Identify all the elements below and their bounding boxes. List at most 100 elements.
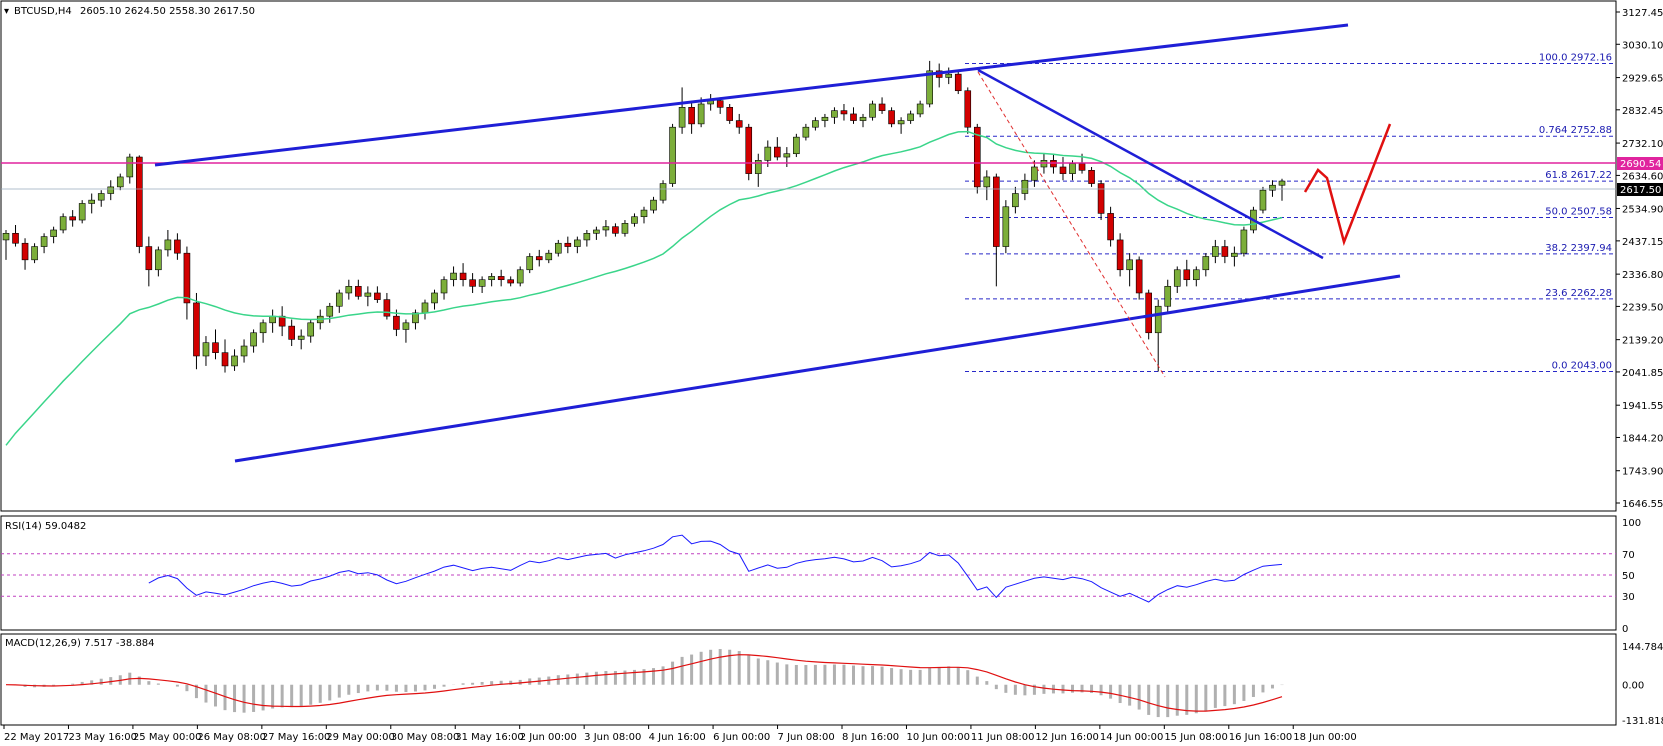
macd-axis-label: 0.00 [1622,681,1644,692]
candle-body [440,279,448,294]
price-axis-label: 2041.85 [1622,368,1663,379]
candle-body [1021,179,1029,194]
resistance-price-label: 2690.54 [1620,159,1661,170]
candle-body [107,186,115,194]
candle-body [1145,292,1152,334]
candle-body [802,126,810,138]
price-axis-label: 2437.15 [1622,237,1663,248]
candle-body [393,315,400,330]
channel-lower-trendline[interactable] [234,274,1401,463]
candle-body [355,286,362,297]
price-axis-label: 1646.55 [1622,499,1663,510]
time-axis-label: 22 May 2017 [4,732,69,743]
price-axis-label: 2832.45 [1622,106,1663,117]
candle-body [545,252,553,261]
candle-body [697,103,705,125]
candle-body [1259,189,1267,211]
candle-body [412,312,419,324]
candle-body [631,216,638,224]
price-axis-label: 2139.20 [1622,336,1663,347]
candle-body [78,203,86,221]
candle-body [907,113,914,121]
candle-body [1164,286,1172,307]
candle-body [1069,163,1076,174]
candle-body [240,345,248,357]
candle-body [31,246,38,261]
rsi-axis-label: 30 [1622,592,1635,603]
channel-upper-trendline[interactable] [154,23,1349,167]
time-axis-label: 27 May 16:00 [262,732,331,743]
candle-body [469,279,476,287]
candle-body [145,246,153,271]
time-axis-label: 29 May 00:00 [326,732,395,743]
candle-body [1154,305,1162,334]
candle-body [97,193,105,201]
rsi-levels [1,553,1616,597]
current-price-tag [1617,183,1663,196]
candle-body [554,242,562,254]
candle-body [1097,183,1105,214]
candle-body [2,232,10,241]
candle-body [164,239,172,251]
bearish-trendline[interactable] [977,68,1324,260]
fib-level-label: 23.6 2262.28 [1545,288,1612,299]
chart-ohlc: 2605.10 2624.50 2558.30 2617.50 [80,6,255,17]
candle-body [964,90,972,128]
candle-body [364,292,372,297]
candle-body [840,110,848,115]
candle-body [450,272,457,281]
candle-body [59,216,67,231]
candle-body [307,322,315,337]
candle-body [1202,256,1210,271]
candle-body [859,116,867,121]
macd-axis-label: 144.784 [1622,642,1663,653]
candle-body [1135,259,1143,294]
candle-body [507,279,514,284]
candle-body [888,110,895,125]
candle-body [88,199,96,204]
time-axis-label: 3 Jun 08:00 [584,732,641,743]
fibonacci-retracement[interactable]: 100.0 2972.16 0.764 2752.88 61.8 2617.22 50… [965,52,1616,373]
macd-label: MACD(12,26,9) 7.517 -38.884 [5,638,155,649]
candle-body [250,332,257,347]
time-axis-label: 8 Jun 16:00 [842,732,899,743]
candle-body [1107,213,1114,241]
candle-body [1183,269,1191,281]
candle-body [926,70,933,105]
candle-body [193,302,200,357]
candle-body [659,183,667,201]
price-panel-frame [0,0,1617,512]
candle-body [1212,246,1219,257]
price-axis-label: 1743.90 [1622,467,1663,478]
macd-axis-label: -131.818 [1622,716,1663,727]
candle-body [374,292,381,300]
candle-body [954,73,962,92]
candle-body [1078,163,1086,171]
time-axis-label: 26 May 08:00 [197,732,266,743]
macd-histogram [14,649,1284,718]
candle-body [126,156,134,178]
price-axis-label: 3030.10 [1622,40,1663,51]
candle-body [497,276,505,281]
candle-body [621,223,629,234]
time-axis-label: 11 Jun 08:00 [971,732,1035,743]
candle-body [1031,166,1038,181]
candle-body [1126,259,1133,271]
candle-body [1192,269,1200,281]
candle-body [973,126,981,188]
candle-body [136,156,143,247]
time-axis-label: 12 Jun 16:00 [1035,732,1099,743]
candle-body [745,126,753,174]
candle-body [526,256,534,271]
price-axis-label: 2336.80 [1622,270,1663,281]
candle-body [1278,180,1286,186]
candle-body [402,322,410,330]
candle-body [640,209,648,218]
candle-body [821,116,829,121]
candle-body [221,352,229,367]
moving-average-line [5,130,1283,446]
candle-body [259,322,267,334]
candle-body [1116,239,1124,271]
